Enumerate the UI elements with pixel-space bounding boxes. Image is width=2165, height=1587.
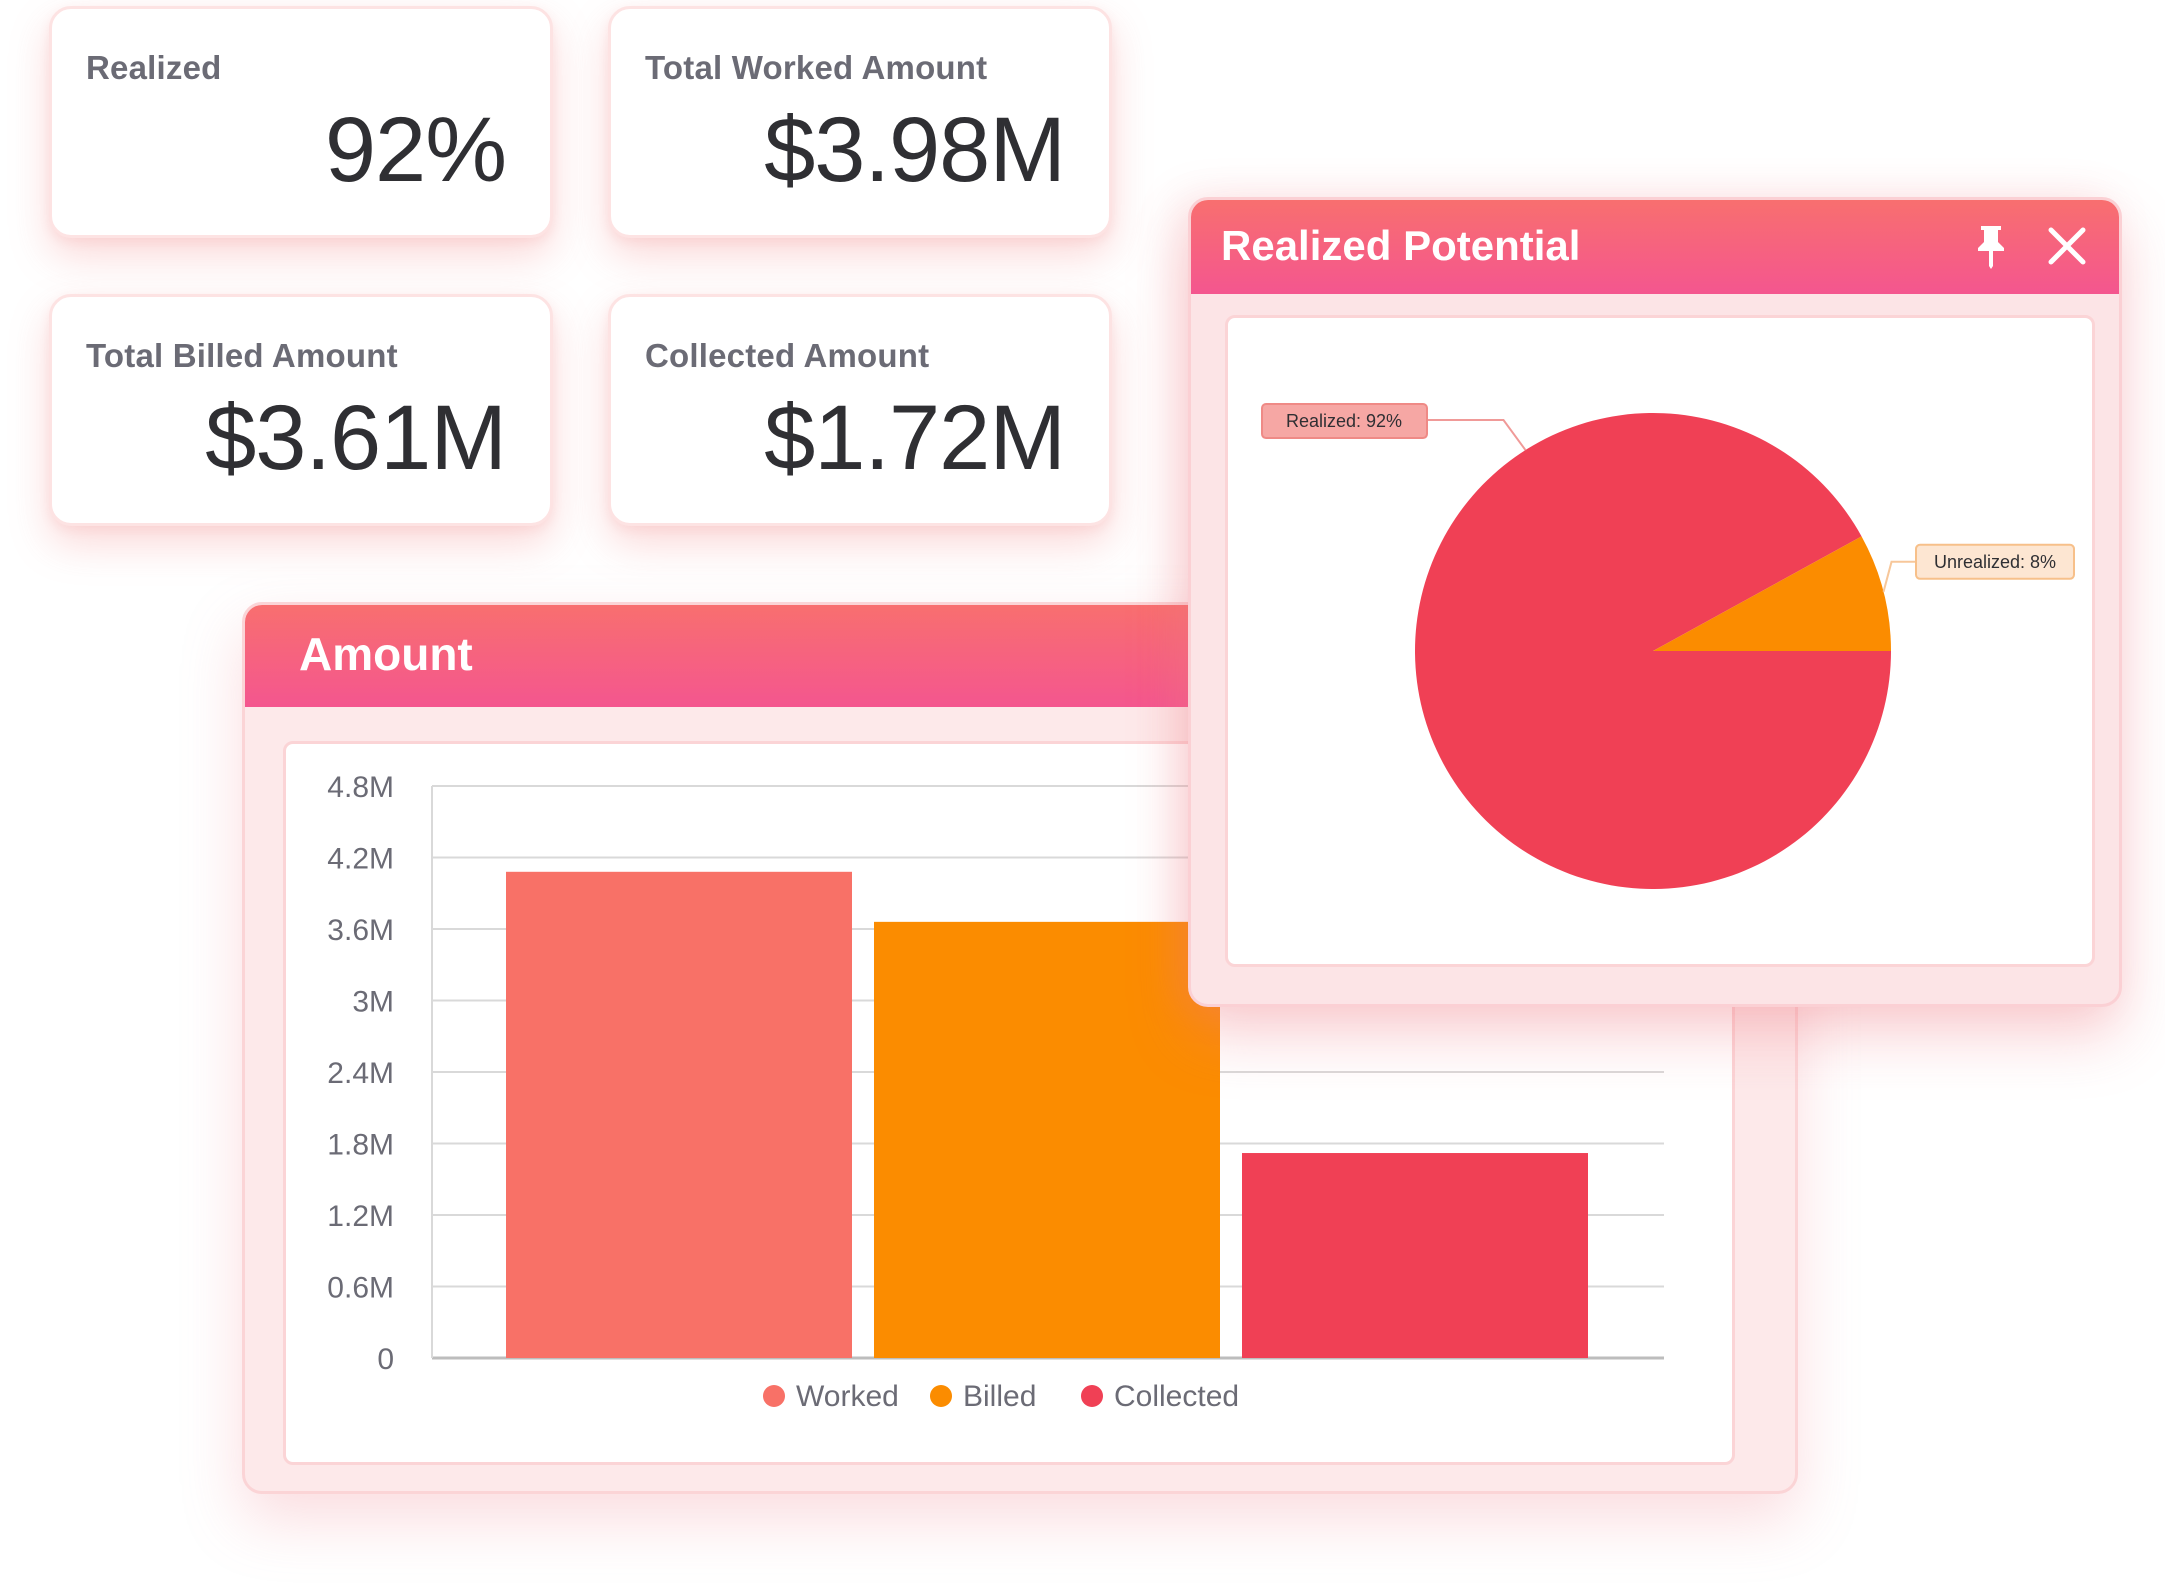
legend-label-collected: Collected <box>1114 1380 1239 1413</box>
y-tick-label: 0.6M <box>327 1272 394 1305</box>
kpi-value: $3.61M <box>205 387 507 489</box>
legend-label-billed: Billed <box>963 1380 1036 1413</box>
legend-marker-worked <box>763 1385 785 1407</box>
y-tick-label: 4.2M <box>327 843 394 876</box>
pie-slice-unrealized <box>1653 536 1891 651</box>
realized-potential-panel: Realized Potential Realized: 92% Unrealiz… <box>1188 197 2122 1007</box>
bar-worked <box>506 871 852 1358</box>
bar-collected <box>1242 1153 1588 1358</box>
realized-label: Realized: 92% <box>1286 411 1402 431</box>
y-tick-label: 1.8M <box>327 1129 394 1162</box>
kpi-value: $3.98M <box>764 99 1066 201</box>
legend-marker-billed <box>930 1385 952 1407</box>
amount-panel-title: Amount <box>299 628 473 680</box>
kpi-value: 92% <box>324 99 507 201</box>
kpi-card-realized: Realized 92% <box>49 6 553 238</box>
pin-icon[interactable] <box>1965 220 2017 272</box>
kpi-card-collected: Collected Amount $1.72M <box>608 294 1112 526</box>
kpi-value: $1.72M <box>764 387 1066 489</box>
y-tick-label: 4.8M <box>327 771 394 804</box>
realized-potential-title: Realized Potential <box>1221 222 1581 269</box>
realized-potential-header: Realized Potential <box>1191 200 2119 294</box>
kpi-card-total-worked: Total Worked Amount $3.98M <box>608 6 1112 238</box>
legend-label-worked: Worked <box>796 1380 899 1413</box>
pie-chart-area: Realized: 92% Unrealized: 8% <box>1225 315 2095 967</box>
unrealized-label: Unrealized: 8% <box>1934 552 2056 572</box>
kpi-label: Realized <box>86 49 222 86</box>
unrealized-leader-line <box>1882 560 1916 593</box>
legend-marker-collected <box>1081 1385 1103 1407</box>
realized-label-box <box>1261 403 1428 440</box>
kpi-label: Total Billed Amount <box>86 337 398 374</box>
amount-bar-chart: 0 0.6M 1.2M 1.8M 2.4M 3M 3.6M 4.2M 4.8M Worked Bi… <box>327 771 1664 1413</box>
realized-leader-line <box>1427 419 1527 451</box>
kpi-card-total-billed: Total Billed Amount $3.61M <box>49 294 553 526</box>
y-tick-label: 3M <box>352 986 394 1019</box>
y-tick-label: 0 <box>377 1343 394 1376</box>
unrealized-label-box <box>1915 543 2075 580</box>
close-icon[interactable] <box>2041 220 2093 272</box>
y-tick-label: 2.4M <box>327 1057 394 1090</box>
bar-billed <box>874 921 1220 1358</box>
kpi-label: Collected Amount <box>645 337 930 374</box>
kpi-label: Total Worked Amount <box>645 49 988 86</box>
realized-pie-chart: Realized: 92% Unrealized: 8% <box>1261 403 2075 889</box>
y-tick-label: 3.6M <box>327 914 394 947</box>
y-tick-label: 1.2M <box>327 1200 394 1233</box>
